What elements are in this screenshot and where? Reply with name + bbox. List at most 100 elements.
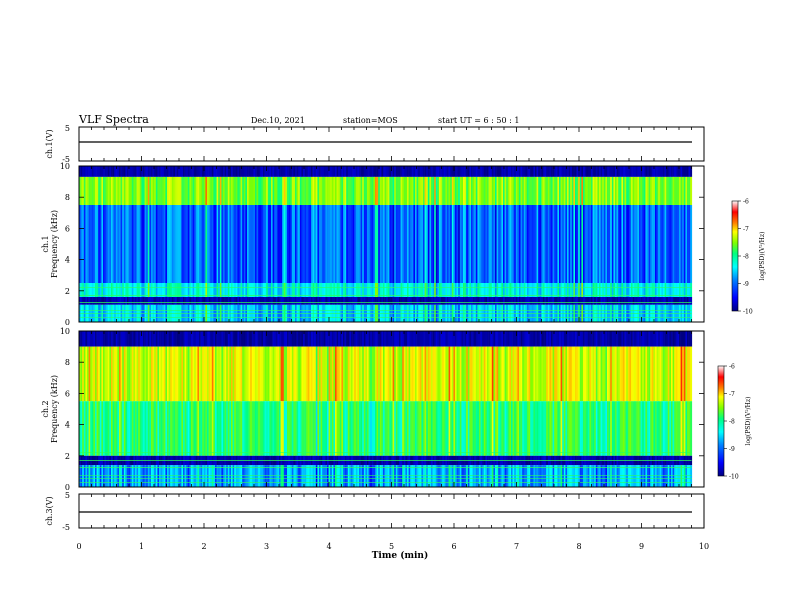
spectrogram-cell: [674, 283, 677, 297]
spectrogram-cell: [328, 346, 331, 402]
spectrogram-cell: [243, 205, 246, 283]
spectrogram-cell: [295, 283, 297, 297]
spectrogram-cell: [296, 176, 299, 205]
spectrogram-cell: [528, 297, 531, 305]
frequency-tick-label: 6: [65, 389, 70, 398]
spectrogram-cell: [498, 465, 501, 487]
spectrogram-cell: [378, 205, 381, 283]
spectrogram-cell: [231, 465, 233, 487]
spectrogram-cell: [210, 346, 213, 402]
spectrogram-cell: [485, 346, 488, 402]
spectrogram-cell: [439, 205, 441, 283]
spectrogram-cell: [491, 166, 494, 177]
spectrogram-cell: [280, 401, 283, 456]
spectrogram-cell: [87, 166, 89, 177]
spectrogram-cell: [669, 166, 672, 177]
spectrogram-cell: [290, 176, 293, 205]
spectrogram-cell: [259, 166, 262, 177]
spectrogram-cell: [282, 176, 285, 205]
spectrogram-cell: [528, 166, 531, 177]
spectrogram-cell: [397, 465, 400, 487]
spectrogram-cell: [363, 297, 366, 305]
spectrogram-cell: [511, 166, 513, 177]
spectrogram-cell: [477, 331, 480, 347]
spectrogram-cell: [645, 465, 648, 487]
spectrogram-cell: [445, 346, 448, 402]
spectrogram-cell: [389, 401, 392, 456]
spectrogram-cell: [645, 205, 648, 283]
spectrogram-cell: [250, 331, 253, 347]
spectrogram-cell: [104, 283, 107, 297]
spectrogram-cell: [455, 205, 457, 283]
spectrogram-cell: [389, 346, 392, 402]
spectrogram-cell: [496, 297, 499, 305]
spectrogram-cell: [312, 346, 315, 402]
spectrogram-cell: [504, 297, 507, 305]
spectrogram-cell: [203, 401, 206, 456]
spectrogram-cell: [234, 176, 237, 205]
spectrogram-cell: [127, 346, 129, 402]
spectrogram-cell: [82, 346, 85, 402]
start-time-label: start UT =: [438, 116, 481, 125]
spectrogram-cell: [421, 166, 424, 177]
spectrogram-cell: [448, 283, 451, 297]
spectrogram-cell: [608, 346, 611, 402]
spectrogram-cell: [650, 205, 653, 283]
spectrogram-cell: [269, 401, 272, 456]
spectrogram-cell: [658, 205, 661, 283]
spectrogram-cell: [408, 346, 411, 402]
spectrogram-cell: [91, 465, 94, 487]
spectrogram-cell: [264, 176, 267, 205]
spectrogram-cell: [583, 297, 585, 305]
spectrogram-cell: [541, 346, 544, 402]
spectrogram-cell: [117, 176, 120, 205]
spectrogram-cell: [171, 346, 174, 402]
spectrogram-cell: [119, 205, 121, 283]
spectrogram-cell: [280, 297, 283, 305]
spectrogram-cell: [306, 205, 309, 283]
spectrogram-cell: [400, 176, 403, 205]
spectrogram-cell: [647, 166, 649, 177]
spectrogram-cell: [400, 346, 403, 402]
spectrogram-cell: [603, 166, 606, 177]
spectrogram-cell: [96, 176, 99, 205]
spectrogram-cell: [343, 205, 345, 283]
spectrogram-cell: [301, 297, 304, 305]
spectrogram-cell: [490, 346, 493, 402]
spectrogram-cell: [543, 401, 545, 456]
spectrogram-cell: [541, 331, 544, 347]
spectrogram-cell: [565, 205, 568, 283]
spectrogram-cell: [274, 346, 277, 402]
spectrogram-cell: [259, 331, 262, 347]
spectrogram-cell: [327, 166, 329, 177]
spectrogram-cell: [501, 205, 504, 283]
spectrogram-cell: [203, 465, 206, 487]
spectrogram-cell: [571, 297, 574, 305]
spectrogram-cell: [389, 166, 392, 177]
spectrogram-cell: [491, 205, 494, 283]
spectrogram-cell: [527, 176, 529, 205]
spectrogram-cell: [240, 465, 243, 487]
spectrogram-cell: [595, 283, 598, 297]
spectrogram-cell: [335, 401, 337, 456]
spectrogram-cell: [149, 166, 152, 177]
spectrogram-cell: [247, 331, 249, 347]
spectrogram-cell: [155, 346, 158, 402]
spectrogram-cell: [355, 465, 358, 487]
spectrogram-cell: [488, 166, 491, 177]
spectrogram-cell: [354, 166, 357, 177]
spectrogram-cell: [136, 166, 139, 177]
spectrogram-cell: [575, 205, 577, 283]
spectrogram-cell: [91, 331, 94, 347]
spectrogram-cell: [615, 297, 617, 305]
spectrogram-cell: [427, 283, 430, 297]
ch2-spectrogram-ticks: [78, 330, 705, 488]
spectrogram-cell: [672, 401, 675, 456]
spectrogram-cell: [642, 346, 645, 402]
spectrogram-cell: [685, 465, 688, 487]
spectrogram-cell: [464, 297, 467, 305]
spectrogram-cell: [519, 346, 521, 402]
spectrogram-cell: [211, 176, 214, 205]
spectrogram-cell: [291, 346, 294, 402]
spectrogram-cell: [418, 283, 421, 297]
